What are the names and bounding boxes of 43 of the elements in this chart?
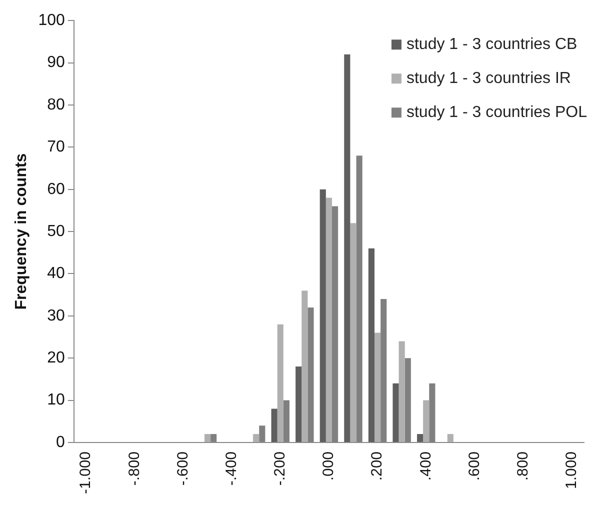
bar (368, 248, 374, 442)
y-tick-label: 90 (47, 54, 65, 72)
bar (350, 223, 356, 442)
y-tick-label: 80 (47, 96, 65, 114)
x-tick-label: .000 (320, 451, 338, 481)
y-tick-label: 30 (47, 307, 65, 324)
y-axis-title: Frequency in counts (13, 153, 30, 310)
bar (398, 341, 405, 442)
y-tick-label: 50 (47, 222, 65, 240)
legend-label: study 1 - 3 countries CB (406, 36, 578, 54)
x-tick-label: -.600 (174, 451, 192, 486)
y-tick-label: 10 (47, 392, 65, 409)
bar (423, 400, 430, 442)
bar (344, 54, 350, 442)
x-tick-label: .400 (417, 451, 434, 481)
y-tick-label: 0 (56, 434, 65, 451)
y-tick-label: 100 (38, 12, 65, 30)
bar (447, 434, 454, 442)
bar (204, 434, 211, 442)
x-tick-label: .800 (514, 451, 532, 481)
bar (417, 434, 424, 442)
legend-label: study 1 - 3 countries IR (406, 70, 571, 88)
x-tick-label: -.800 (126, 451, 143, 486)
bar (392, 383, 399, 442)
x-tick-label: -1.000 (77, 451, 94, 494)
bar (374, 332, 381, 442)
x-tick-label: -.400 (222, 451, 240, 486)
bar (320, 189, 326, 442)
y-tick-label: 20 (47, 350, 65, 366)
y-tick-label: 70 (47, 138, 65, 156)
bar (296, 366, 302, 442)
legend-label: study 1 - 3 countries POL (406, 104, 588, 122)
bar (326, 198, 332, 442)
bar (277, 324, 284, 442)
y-tick-label: 60 (47, 180, 65, 198)
x-tick-label: .600 (466, 451, 483, 481)
bar (271, 408, 278, 442)
x-tick-label: .200 (368, 451, 386, 481)
x-tick-label: 1.000 (562, 451, 580, 490)
y-tick-label: 40 (47, 265, 65, 282)
bar (302, 290, 308, 442)
bar (253, 434, 260, 442)
x-tick-label: -.200 (272, 451, 289, 486)
